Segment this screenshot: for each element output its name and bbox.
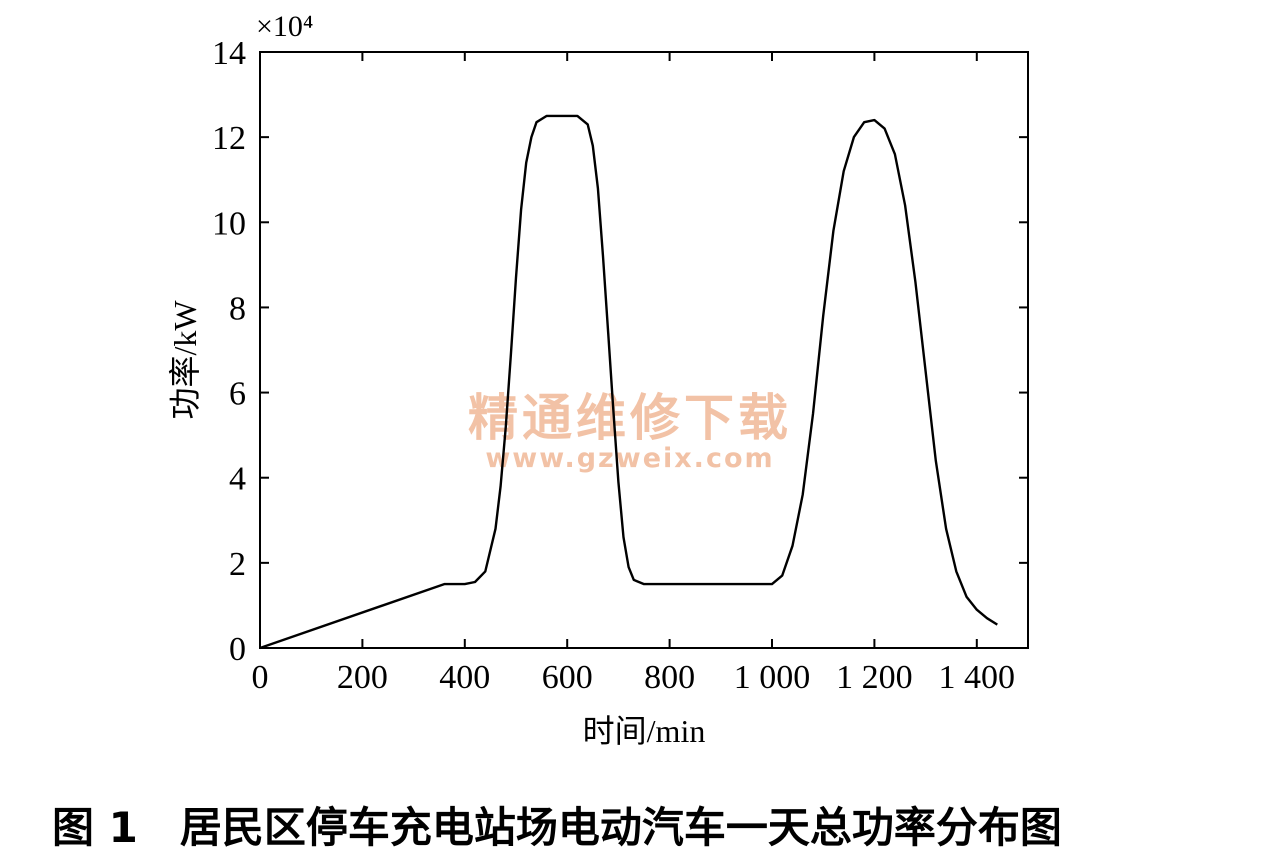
y-tick-label: 2 (229, 546, 246, 583)
x-tick-label: 1 200 (836, 659, 913, 696)
y-tick-label: 14 (212, 35, 246, 72)
watermark-title: 精通维修下载 (468, 389, 792, 447)
x-tick-label: 400 (439, 659, 490, 696)
y-tick-label: 10 (212, 205, 246, 242)
x-tick-label: 800 (644, 659, 695, 696)
y-tick-label: 6 (229, 376, 246, 413)
y-axis-label: 功率/kW (167, 300, 203, 420)
y-tick-label: 12 (212, 120, 246, 157)
x-tick-label: 600 (542, 659, 593, 696)
series-line (259, 114, 998, 650)
y-tick-label: 4 (229, 461, 246, 498)
watermark-url: www.gzweix.com (485, 443, 774, 474)
x-tick-label: 200 (337, 659, 388, 696)
y-axis-ticks: 0 2 4 6 8 10 12 14 (212, 35, 1028, 668)
x-axis-label: 时间/min (583, 713, 706, 749)
y-tick-label: 0 (229, 631, 246, 668)
x-axis-ticks: 0 200 400 600 800 1 000 1 200 1 400 (252, 52, 1016, 696)
plot-frame (259, 51, 1029, 649)
figure-caption: 图 1 居民区停车充电站场电动汽车一天总功率分布图 (52, 803, 1062, 852)
y-tick-label: 8 (229, 290, 246, 327)
y-axis-multiplier: ×10⁴ (256, 10, 313, 43)
x-tick-label: 1 400 (939, 659, 1016, 696)
x-tick-label: 0 (252, 659, 269, 696)
x-tick-label: 1 000 (734, 659, 811, 696)
